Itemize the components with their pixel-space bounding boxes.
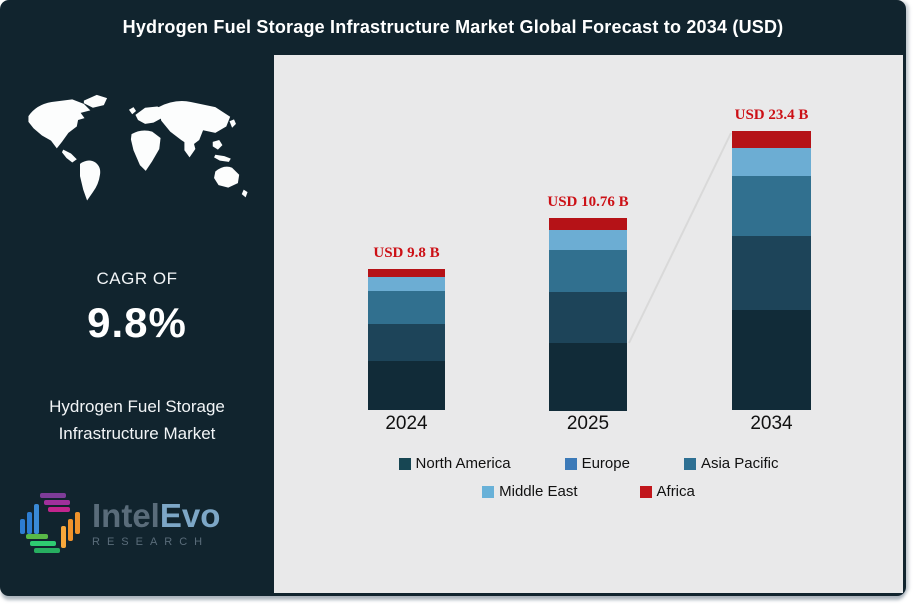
bar-segment-middle-east xyxy=(549,230,627,250)
legend-item-africa: Africa xyxy=(639,483,695,500)
legend-swatch-asia-pacific xyxy=(683,457,696,470)
map-asia xyxy=(158,101,231,147)
legend-row-2: Middle East Africa xyxy=(274,483,903,500)
bar-segment-asia-pacific xyxy=(368,291,445,324)
map-indonesia xyxy=(214,154,231,162)
bar-segment-north-america xyxy=(732,310,811,410)
bar-segment-north-america xyxy=(549,343,627,411)
infographic-card: Hydrogen Fuel Storage Infrastructure Mar… xyxy=(0,0,906,596)
legend-label-europe: Europe xyxy=(581,455,630,472)
x-axis-label-2034: 2034 xyxy=(750,413,793,434)
legend-item-europe: Europe xyxy=(564,455,630,472)
map-new-zealand xyxy=(241,189,248,198)
bar-segment-asia-pacific xyxy=(732,176,811,236)
bar-segment-europe xyxy=(368,324,445,361)
bar-segment-asia-pacific xyxy=(549,250,627,292)
bar-segment-africa xyxy=(732,131,811,148)
stacked-bar-2025 xyxy=(549,218,627,411)
bar-segment-africa xyxy=(549,218,627,230)
legend-swatch-north-america xyxy=(398,457,411,470)
map-australia xyxy=(214,166,240,188)
map-central-america xyxy=(61,149,77,163)
bar-segment-middle-east xyxy=(732,148,811,176)
intelevo-logo-name: IntelEvo xyxy=(92,496,221,534)
cagr-value: 9.8% xyxy=(87,299,187,346)
bar-total-label-2025: USD 10.76 B xyxy=(547,194,629,210)
legend-swatch-middle-east xyxy=(482,485,495,498)
map-uk xyxy=(128,107,137,115)
legend-label-asia-pacific: Asia Pacific xyxy=(700,455,779,472)
market-name-line2: Infrastructure Market xyxy=(58,424,216,443)
bar-segment-middle-east xyxy=(368,277,445,291)
legend-swatch-europe xyxy=(564,457,577,470)
x-axis-label-2024: 2024 xyxy=(385,413,428,434)
map-se-asia xyxy=(212,139,223,150)
bar-segment-europe xyxy=(732,236,811,310)
logo-name-evo: Evo xyxy=(159,496,221,534)
logo-name-intel: Intel xyxy=(92,496,160,534)
map-greenland xyxy=(83,94,108,108)
legend-item-asia-pacific: Asia Pacific xyxy=(683,455,779,472)
bar-total-label-2024: USD 9.8 B xyxy=(373,245,440,261)
stacked-bar-2024 xyxy=(368,269,445,410)
world-map-image xyxy=(28,94,248,201)
map-africa xyxy=(130,130,161,171)
page-title: Hydrogen Fuel Storage Infrastructure Mar… xyxy=(122,17,784,37)
intelevo-logo-icon xyxy=(20,493,80,553)
market-name: Hydrogen Fuel Storage Infrastructure Mar… xyxy=(0,393,274,447)
bar-total-label-2034: USD 23.4 B xyxy=(734,107,809,123)
legend-label-africa: Africa xyxy=(656,483,695,500)
legend-label-middle-east: Middle East xyxy=(499,483,578,500)
legend-item-north-america: North America xyxy=(398,455,511,472)
bar-segment-africa xyxy=(368,269,445,277)
x-axis-label-2025: 2025 xyxy=(566,413,610,434)
sidebar: CAGR OF 9.8% Hydrogen Fuel Storage Infra… xyxy=(0,55,274,596)
header: Hydrogen Fuel Storage Infrastructure Mar… xyxy=(0,0,906,55)
map-japan xyxy=(229,119,236,128)
bar-segment-europe xyxy=(549,292,627,343)
intelevo-logo-subtitle: RESEARCH xyxy=(92,535,210,548)
intelevo-logo: IntelEvo RESEARCH xyxy=(18,483,268,563)
market-name-line1: Hydrogen Fuel Storage xyxy=(49,397,225,416)
map-south-america xyxy=(80,160,101,201)
bar-segment-north-america xyxy=(368,361,445,410)
legend-item-middle-east: Middle East xyxy=(482,483,578,500)
map-europe xyxy=(135,106,166,124)
legend-row-1: North America Europe Asia Pacific xyxy=(274,455,903,472)
map-north-america xyxy=(28,99,91,149)
legend-label-north-america: North America xyxy=(415,455,511,472)
stacked-bar-2034 xyxy=(732,131,811,410)
legend-swatch-africa xyxy=(639,485,652,498)
cagr-label: CAGR OF xyxy=(96,269,178,288)
chart-panel: USD 9.8 B 2024 USD 10.76 B 2025 USD 23.4 B 20… xyxy=(274,55,903,593)
map-india xyxy=(184,139,196,158)
intelevo-logo-text: IntelEvo RESEARCH xyxy=(92,496,221,548)
trend-line xyxy=(628,132,732,344)
